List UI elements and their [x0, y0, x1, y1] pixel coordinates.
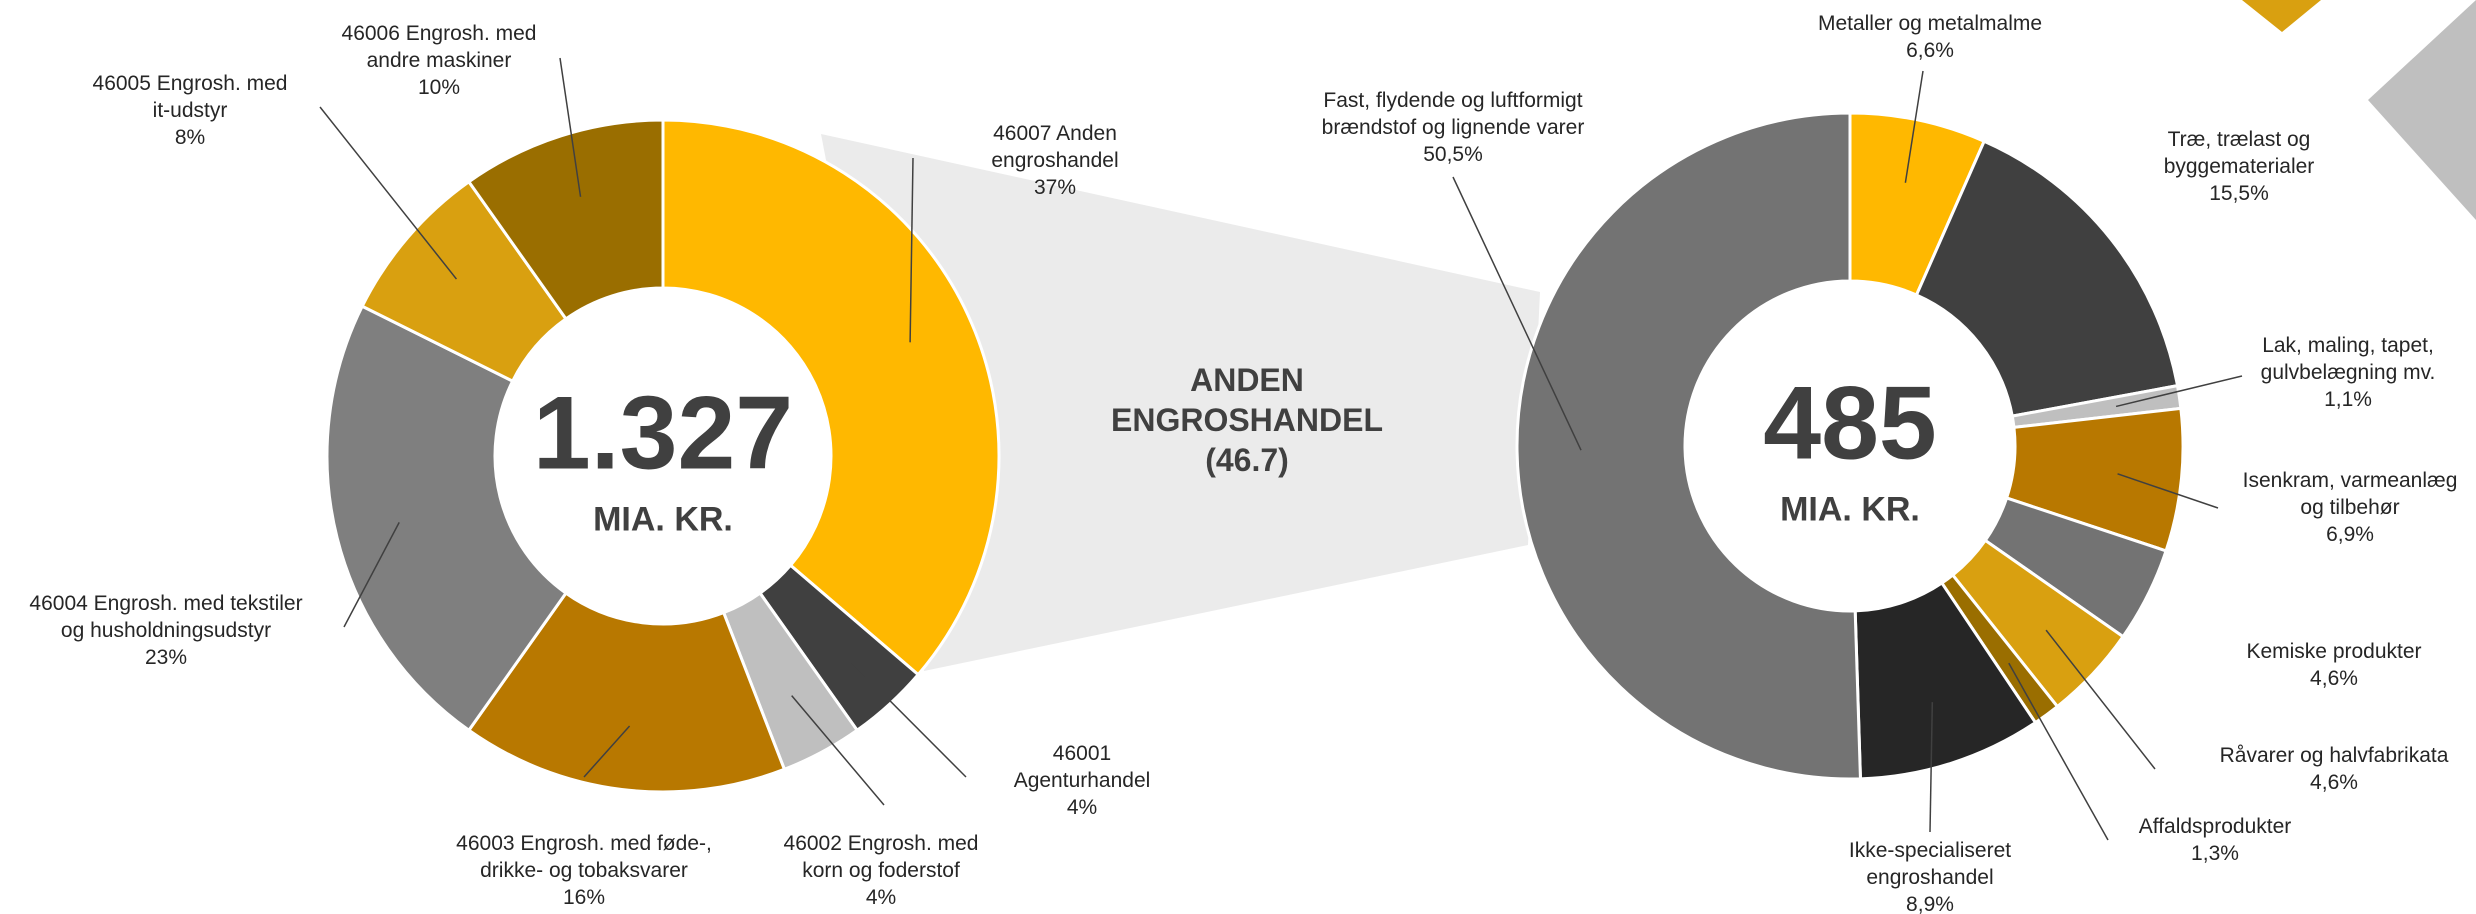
category-label: Isenkram, varmeanlæg og tilbehør: [2242, 469, 2458, 519]
slice-label: 46004 Engrosh. med tekstiler og husholdn…: [29, 590, 302, 671]
center-value: 1.327: [532, 375, 794, 492]
slice-label: Ikke-specialiseret engroshandel 8,9%: [1849, 837, 2011, 914]
leader-line: [791, 695, 885, 806]
slice: [1515, 111, 1863, 781]
slice: [325, 304, 569, 733]
value-label: 4%: [1066, 796, 1098, 819]
category-label: Træ, trælast og byggematerialer: [2163, 128, 2315, 178]
value-label: 6,6%: [1906, 39, 1954, 62]
category-label: Metaller og metalmalme: [1817, 12, 2043, 35]
value-label: 23%: [144, 646, 188, 669]
value-label: 4,6%: [2310, 771, 2358, 794]
leader-line: [2008, 662, 2109, 841]
slice-label: Råvarer og halvfabrikata 4,6%: [2220, 742, 2449, 796]
category-label: 46002 Engrosh. med korn og foderstof: [783, 832, 979, 882]
center-label: MIA. KR.: [593, 500, 733, 539]
leader-line: [845, 656, 967, 778]
category-label: 46006 Engrosh. med andre maskiner: [341, 22, 537, 72]
category-label: 46003 Engrosh. med føde-, drikke- og tob…: [456, 832, 712, 882]
category-label: Kemiske produkter: [2246, 640, 2422, 663]
center-value: 485: [1763, 365, 1937, 482]
slice-label: Affaldsprodukter 1,3%: [2139, 813, 2292, 867]
connector: [821, 134, 1540, 671]
slice-label: 46006 Engrosh. med andre maskiner 10%: [342, 20, 537, 101]
center-label: MIA. KR.: [1780, 490, 1920, 529]
annotation: ANDEN ENGROSHANDEL (46.7): [1110, 362, 1384, 478]
value-label: 10%: [417, 76, 461, 99]
leader-line: [319, 106, 458, 280]
leader-line: [2115, 375, 2243, 408]
leader-line: [909, 157, 914, 343]
value-label: 4%: [865, 886, 897, 909]
leader-line: [1904, 70, 1924, 183]
category-label: 46004 Engrosh. med tekstiler og husholdn…: [29, 592, 303, 642]
slice-label: Metaller og metalmalme 6,6%: [1818, 10, 2042, 64]
value-label: 15,5%: [2209, 182, 2269, 205]
slice: [1914, 139, 2180, 418]
leader-line: [343, 521, 400, 628]
slice-label: 46002 Engrosh. med korn og foderstof 4%: [784, 830, 979, 911]
leader-line: [559, 57, 582, 197]
slice-label: 46003 Engrosh. med føde-, drikke- og tob…: [456, 830, 712, 911]
category-label: Affaldsprodukter: [2138, 815, 2292, 838]
leader-line: [583, 725, 631, 778]
leader-line: [1929, 702, 1934, 833]
value-label: 8,9%: [1906, 893, 1954, 914]
slice-label: Træ, trælast og byggematerialer 15,5%: [2164, 126, 2315, 207]
value-label: 1,1%: [2324, 388, 2372, 411]
category-label: 46001 Agenturhandel: [1013, 742, 1151, 792]
leader-line: [2117, 473, 2219, 509]
value-label: 6,9%: [2326, 523, 2374, 546]
value-label: 1,3%: [2191, 842, 2239, 865]
slice-label: 46001 Agenturhandel 4%: [1014, 740, 1151, 821]
value-label: 4,6%: [2310, 667, 2358, 690]
leader-line: [2045, 629, 2156, 770]
category-label: Råvarer og halvfabrikata: [2219, 744, 2449, 767]
slice-label: 46005 Engrosh. med it-udstyr 8%: [93, 70, 288, 151]
category-label: Ikke-specialiseret engroshandel: [1848, 839, 2012, 889]
value-label: 16%: [562, 886, 606, 909]
slice: [466, 118, 665, 321]
slice-label: 46007 Anden engroshandel 37%: [991, 120, 1118, 201]
category-label: Lak, maling, tapet, gulvbelægning mv.: [2260, 334, 2436, 384]
slice: [466, 591, 787, 794]
category-label: 46007 Anden engroshandel: [991, 122, 1119, 172]
value-label: 37%: [1033, 176, 1077, 199]
slice-label: Fast, flydende og luftformigt brændstof …: [1322, 87, 1585, 168]
decoration: [2242, 0, 2321, 32]
slice-label: Isenkram, varmeanlæg og tilbehør 6,9%: [2243, 467, 2458, 548]
slice-label: Lak, maling, tapet, gulvbelægning mv. 1,1…: [2261, 332, 2436, 413]
value-label: 8%: [174, 126, 206, 149]
category-label: 46005 Engrosh. med it-udstyr: [92, 72, 288, 122]
category-label: Fast, flydende og luftformigt brændstof …: [1321, 89, 1585, 139]
leader-line: [1452, 176, 1582, 451]
slice-label: Kemiske produkter 4,6%: [2246, 638, 2421, 692]
slice: [661, 118, 1001, 677]
value-label: 50,5%: [1423, 143, 1483, 166]
decoration: [2368, 0, 2476, 220]
